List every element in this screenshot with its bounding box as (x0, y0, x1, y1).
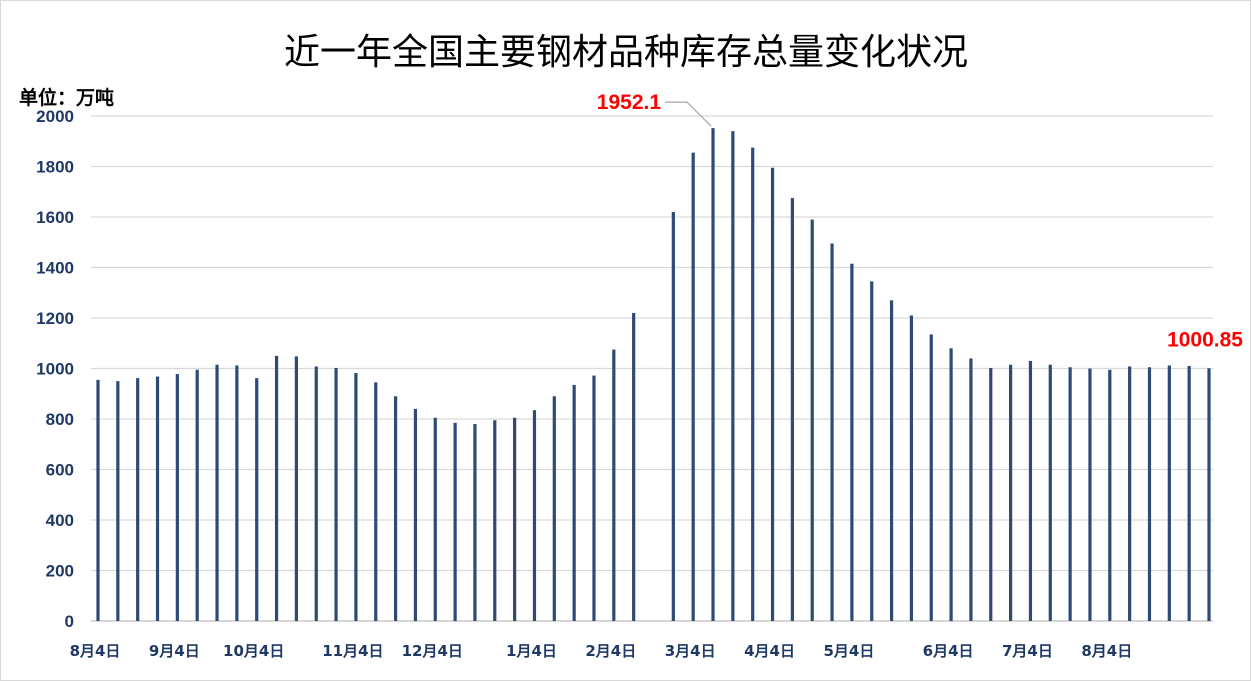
bar (572, 384, 576, 621)
bar (473, 424, 477, 621)
bar (810, 219, 814, 621)
bar (969, 358, 973, 621)
bar (830, 243, 834, 621)
bar (334, 367, 338, 621)
bar (195, 369, 199, 621)
x-tick-label: 3月4日 (665, 642, 716, 660)
x-tick-label: 6月4日 (923, 642, 974, 660)
bar (1009, 364, 1013, 621)
x-tick-label: 9月4日 (149, 642, 200, 660)
bar (949, 348, 953, 621)
bar (989, 367, 993, 621)
x-axis-ticks: 8月4日 9月4日 10月4日 11月4日 12月4日 1月4日 2月4日 3月4日 4月4日 5… (70, 642, 1133, 660)
bar (909, 315, 914, 621)
unit-label: 单位：万吨 (19, 86, 114, 109)
x-tick-label: 12月4日 (402, 642, 463, 660)
bar (513, 417, 517, 621)
bar (592, 375, 596, 621)
bar (790, 198, 794, 621)
y-tick-label: 2000 (36, 107, 74, 126)
bar (889, 300, 894, 621)
x-tick-label: 8月4日 (70, 642, 121, 660)
bar (116, 381, 120, 621)
bar (96, 379, 100, 621)
bar (552, 396, 556, 621)
bar (1187, 365, 1191, 621)
chart-title: 近一年全国主要钢材品种库存总量变化状况 (284, 32, 968, 73)
bar (632, 312, 636, 621)
bar (136, 378, 140, 621)
bar (413, 408, 418, 621)
bar (711, 128, 715, 621)
x-tick-label: 8月4日 (1081, 642, 1132, 660)
grid-lines (91, 115, 1213, 622)
x-tick-label: 1月4日 (506, 642, 557, 660)
bar (393, 396, 398, 621)
peak-annotation: 1952.1 (597, 91, 662, 114)
bar (1128, 366, 1132, 621)
bar (1068, 367, 1072, 621)
bar (493, 420, 497, 621)
bar (374, 382, 378, 621)
bar (850, 263, 854, 621)
y-tick-label: 1400 (36, 259, 74, 278)
y-tick-label: 400 (46, 511, 74, 530)
y-tick-label: 600 (46, 461, 74, 480)
y-tick-label: 1200 (36, 309, 74, 328)
y-axis-ticks: 0 200 400 600 800 1000 1200 1400 1600 1800 2000 (36, 107, 74, 631)
latest-annotation: 1000.85 (1167, 328, 1243, 351)
bar (175, 374, 179, 621)
bar (612, 349, 616, 621)
bar (671, 211, 675, 621)
x-tick-label: 2月4日 (585, 642, 636, 660)
bar (294, 356, 298, 621)
bar (751, 147, 755, 621)
x-tick-label: 7月4日 (1002, 642, 1053, 660)
annotations: 1952.1 1000.85 (597, 91, 1244, 351)
x-tick-label: 4月4日 (744, 642, 795, 660)
bar (1167, 365, 1171, 621)
bar (155, 376, 160, 621)
bar (1108, 369, 1112, 621)
bar (255, 378, 259, 621)
y-tick-label: 1800 (36, 158, 74, 177)
x-tick-label: 10月4日 (223, 642, 284, 660)
y-tick-label: 0 (65, 612, 74, 631)
bar (453, 422, 457, 621)
bar (1147, 367, 1152, 621)
bar (1088, 368, 1092, 621)
bar (929, 334, 933, 621)
bar (1207, 368, 1211, 621)
y-tick-label: 800 (46, 410, 74, 429)
bar-series (96, 128, 1211, 622)
x-tick-label: 5月4日 (823, 642, 874, 660)
bar (274, 355, 279, 621)
bar (235, 365, 239, 621)
y-tick-label: 1600 (36, 208, 74, 227)
y-tick-label: 1000 (36, 360, 74, 379)
bar (870, 281, 874, 621)
annotation-leader-line (665, 101, 712, 127)
bar (433, 417, 437, 621)
bar (691, 152, 695, 622)
x-tick-label: 11月4日 (322, 642, 383, 660)
bar (532, 410, 537, 621)
y-tick-label: 200 (46, 562, 74, 581)
bar (1028, 360, 1033, 621)
bar (354, 373, 358, 621)
bar (731, 131, 735, 621)
bar (770, 167, 775, 621)
bar (1048, 364, 1052, 621)
bar (314, 366, 318, 621)
bar (215, 364, 219, 621)
